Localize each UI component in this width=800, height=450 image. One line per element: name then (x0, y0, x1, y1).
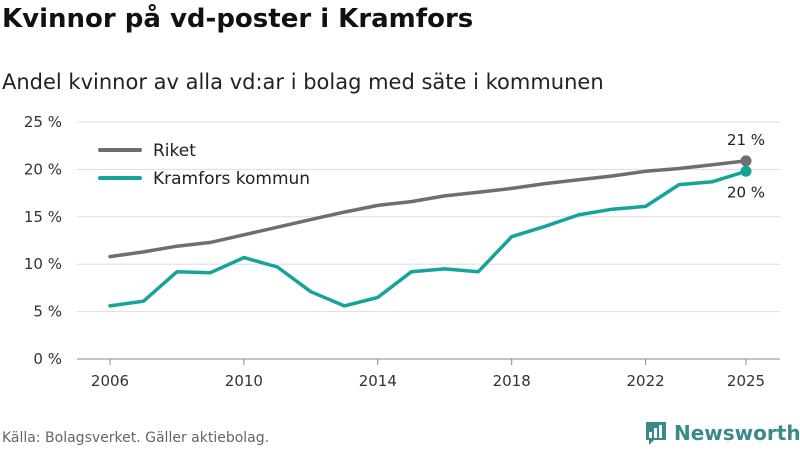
source-note: Källa: Bolagsverket. Gäller aktiebolag. (2, 430, 270, 446)
brand-logo: Newsworthy (644, 420, 800, 446)
y-tick-label: 15 % (24, 208, 62, 226)
legend-label: Riket (153, 141, 196, 161)
y-tick-label: 10 % (24, 255, 62, 273)
riket-line (108, 159, 748, 259)
x-axis-ticks: 2006 2010 2014 2018 2022 2025 (91, 359, 765, 390)
y-tick-label: 20 % (24, 160, 62, 178)
x-tick-label: 2014 (359, 372, 397, 390)
line-chart: 0 %5 %10 %15 %20 %25 % 2006 2010 2014 2018 2… (24, 113, 780, 390)
kramfors-line (108, 169, 748, 308)
series-lines (108, 155, 752, 308)
y-tick-label: 5 % (33, 303, 62, 321)
legend: Riket Kramfors kommun (98, 141, 310, 189)
grid-lines (77, 121, 780, 360)
riket-end-label: 21 % (727, 131, 765, 149)
y-tick-label: 0 % (33, 350, 62, 368)
brand-name: Newsworthy (674, 421, 800, 445)
riket-end-point (740, 155, 752, 167)
y-axis-ticks: 0 % 5 % 10 % 15 % 20 % 25 % (24, 113, 62, 368)
legend-label: Kramfors kommun (153, 169, 310, 189)
kramfors-end-point (740, 165, 752, 177)
end-labels: 21 % 20 % (727, 131, 765, 201)
newsworthy-icon (646, 422, 666, 445)
y-tick-label: 25 % (24, 113, 62, 131)
x-tick-label: 2018 (493, 372, 531, 390)
x-tick-label: 2022 (626, 372, 664, 390)
kramfors-end-label: 20 % (727, 183, 765, 201)
x-tick-label: 2010 (225, 372, 263, 390)
chart-title: Kvinnor på vd-poster i Kramfors (2, 4, 474, 34)
chart-subtitle: Andel kvinnor av alla vd:ar i bolag med … (2, 70, 604, 94)
x-tick-label: 2006 (91, 372, 129, 390)
x-tick-label: 2025 (727, 372, 765, 390)
